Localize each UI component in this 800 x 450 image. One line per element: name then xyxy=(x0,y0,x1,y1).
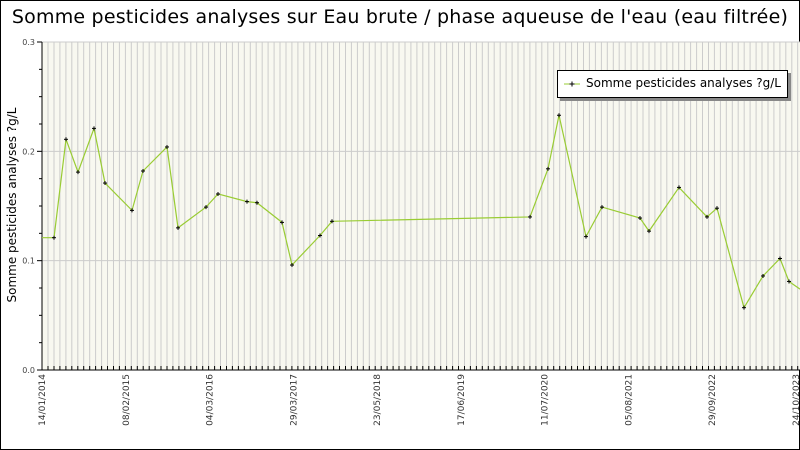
data-point[interactable] xyxy=(76,170,80,175)
chart-title: Somme pesticides analyses sur Eau brute … xyxy=(11,6,789,28)
legend: Somme pesticides analyses ?g/L xyxy=(557,70,788,98)
data-point[interactable] xyxy=(528,214,532,219)
data-point[interactable] xyxy=(130,208,134,213)
data-point[interactable] xyxy=(705,214,709,219)
data-point[interactable] xyxy=(677,185,681,190)
data-point[interactable] xyxy=(600,205,604,210)
y-tick-label: 0.2 xyxy=(22,147,35,156)
data-point[interactable] xyxy=(290,263,294,268)
data-point[interactable] xyxy=(761,273,765,278)
x-tick-label: 29/09/2022 xyxy=(708,374,718,426)
x-tick-label: 23/05/2018 xyxy=(373,374,383,426)
x-tick-label: 04/03/2016 xyxy=(206,374,216,426)
data-point[interactable] xyxy=(255,200,259,205)
data-point[interactable] xyxy=(52,235,56,240)
data-point[interactable] xyxy=(647,229,651,234)
y-tick-label: 0.1 xyxy=(22,257,35,266)
x-tick-label: 29/03/2017 xyxy=(289,374,299,426)
data-point[interactable] xyxy=(141,169,145,174)
data-point[interactable] xyxy=(216,191,220,196)
data-point[interactable] xyxy=(280,220,284,225)
data-point[interactable] xyxy=(742,305,746,310)
x-tick-label: 24/10/2023 xyxy=(792,374,800,426)
y-tick-label: 0.0 xyxy=(22,366,35,375)
data-point[interactable] xyxy=(715,206,719,211)
data-point[interactable] xyxy=(318,233,322,238)
x-tick-label: 17/06/2019 xyxy=(457,374,467,426)
data-point[interactable] xyxy=(787,279,791,284)
x-tick-label: 14/01/2014 xyxy=(38,374,48,426)
data-point[interactable] xyxy=(92,126,96,131)
data-point[interactable] xyxy=(176,225,180,230)
x-tick-label: 11/07/2020 xyxy=(541,374,551,426)
data-point[interactable] xyxy=(245,199,249,204)
data-point[interactable] xyxy=(778,256,782,261)
data-point[interactable] xyxy=(165,144,169,149)
data-point[interactable] xyxy=(584,234,588,239)
data-point[interactable] xyxy=(64,137,68,142)
data-point[interactable] xyxy=(638,216,642,221)
data-point[interactable] xyxy=(204,205,208,210)
data-point[interactable] xyxy=(546,166,550,171)
data-point[interactable] xyxy=(330,219,334,224)
data-point[interactable] xyxy=(557,113,561,118)
y-tick-label: 0.3 xyxy=(22,38,35,47)
x-tick-label: 08/02/2015 xyxy=(122,374,132,426)
legend-marker-icon xyxy=(564,81,580,87)
legend-label: Somme pesticides analyses ?g/L xyxy=(586,76,781,90)
x-tick-label: 05/08/2021 xyxy=(624,374,634,426)
data-point[interactable] xyxy=(103,181,107,186)
